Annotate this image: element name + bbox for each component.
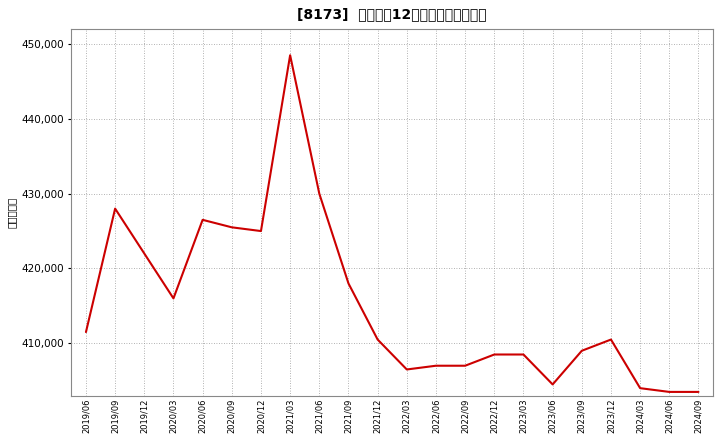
Title: [8173]  売上高の12か月移動合計の推移: [8173] 売上高の12か月移動合計の推移 <box>297 7 487 21</box>
Y-axis label: （百万円）: （百万円） <box>7 197 17 228</box>
